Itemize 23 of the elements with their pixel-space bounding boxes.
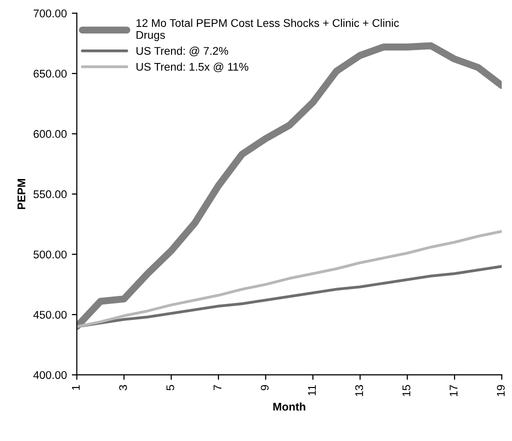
- x-tick-label: 3: [119, 385, 127, 390]
- legend-label: 12 Mo Total PEPM Cost Less Shocks + Clinic + Clinic Drugs: [136, 18, 399, 42]
- line-series: [76, 230, 502, 328]
- x-tick-label: 11: [308, 385, 316, 396]
- y-tick-label: 600.00: [34, 130, 67, 138]
- y-axis-title: PEPM: [18, 179, 26, 210]
- y-tick-label: 500.00: [34, 250, 67, 258]
- x-tick-label: 19: [496, 385, 505, 396]
- x-tick-label: 9: [260, 385, 269, 390]
- x-tick-label: 15: [402, 385, 410, 396]
- x-tick-label: 13: [355, 385, 364, 396]
- x-tick-label: 17: [450, 385, 458, 396]
- x-tick-label: 1: [72, 385, 80, 390]
- legend-label: US Trend: @ 7.2%: [136, 46, 228, 56]
- y-tick-label: 650.00: [34, 70, 67, 78]
- y-tick-label: 400.00: [33, 371, 67, 379]
- legend-label: US Trend: 1.5x @ 11%: [136, 62, 248, 72]
- y-tick-label: 700.00: [34, 9, 67, 18]
- x-tick-label: 5: [166, 385, 174, 390]
- x-axis-title: Month: [273, 402, 306, 411]
- x-tick-label: 7: [214, 385, 222, 390]
- y-tick-label: 450.00: [33, 310, 67, 319]
- y-tick-label: 550.00: [34, 190, 67, 198]
